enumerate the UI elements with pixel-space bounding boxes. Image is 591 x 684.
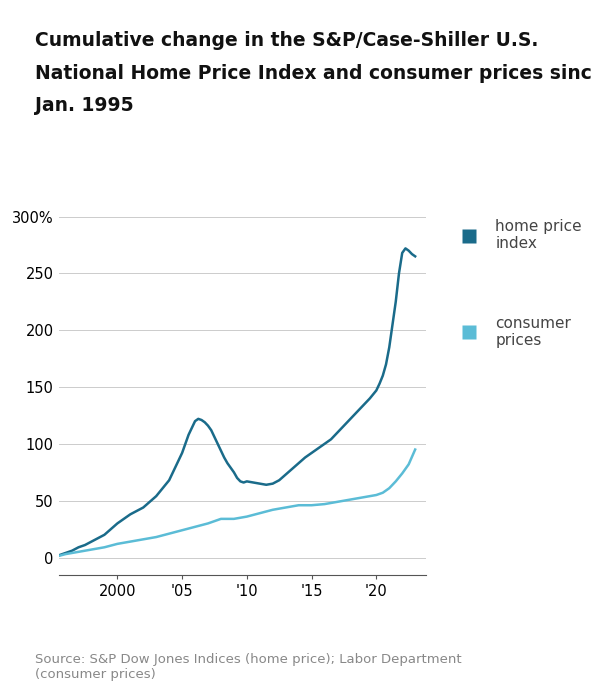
Text: National Home Price Index and consumer prices since: National Home Price Index and consumer p… [35, 64, 591, 83]
Text: Source: S&P Dow Jones Indices (home price); Labor Department
(consumer prices): Source: S&P Dow Jones Indices (home pric… [35, 653, 462, 681]
Legend: home price
index, consumer
prices: home price index, consumer prices [448, 213, 588, 354]
Text: Jan. 1995: Jan. 1995 [35, 96, 134, 116]
Text: Cumulative change in the S&P/Case-Shiller U.S.: Cumulative change in the S&P/Case-Shille… [35, 31, 539, 50]
